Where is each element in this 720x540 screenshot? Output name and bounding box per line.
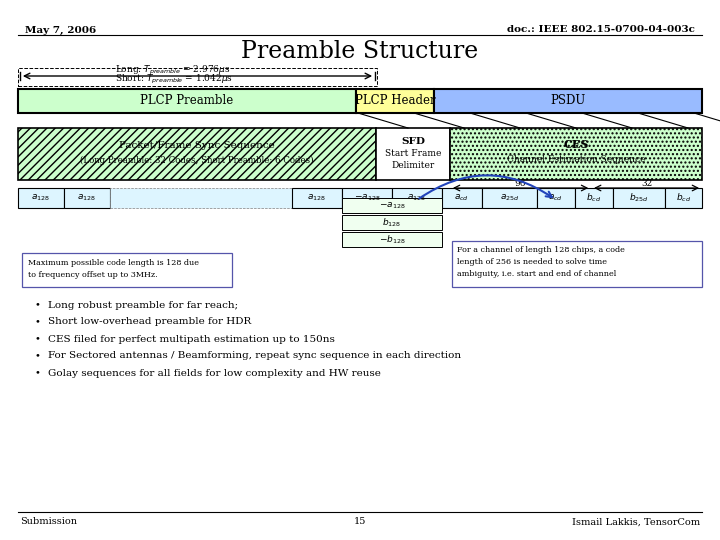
Bar xyxy=(342,198,442,213)
Text: 32: 32 xyxy=(641,179,652,188)
Text: •: • xyxy=(35,318,41,327)
Text: PLCP Preamble: PLCP Preamble xyxy=(140,94,233,107)
Bar xyxy=(575,188,613,208)
Text: Long: $T_{preamble}$ = 2.976$\mu$s: Long: $T_{preamble}$ = 2.976$\mu$s xyxy=(115,63,230,77)
Bar xyxy=(442,188,482,208)
Text: CES filed for perfect multipath estimation up to 150ns: CES filed for perfect multipath estimati… xyxy=(48,334,335,343)
Text: $b_{128}$: $b_{128}$ xyxy=(382,216,402,229)
Bar xyxy=(342,215,442,230)
Bar xyxy=(342,232,442,247)
Text: $a_{cd}$: $a_{cd}$ xyxy=(549,193,564,203)
Text: $a_{128}$: $a_{128}$ xyxy=(32,193,50,203)
Text: length of 256 is needed to solve time: length of 256 is needed to solve time xyxy=(457,258,607,266)
Bar xyxy=(342,188,392,208)
Bar xyxy=(292,188,342,208)
Bar xyxy=(392,188,442,208)
Text: •: • xyxy=(35,352,41,361)
Text: $-a_{128}$: $-a_{128}$ xyxy=(354,193,380,203)
Bar xyxy=(22,253,232,287)
Bar xyxy=(64,188,110,208)
Text: For a channel of length 128 chips, a code: For a channel of length 128 chips, a cod… xyxy=(457,246,625,254)
Text: ambiguity, i.e. start and end of channel: ambiguity, i.e. start and end of channel xyxy=(457,270,616,278)
Text: (Long Preamble: 32 Codes, Short Preamble: 6 Codes): (Long Preamble: 32 Codes, Short Preamble… xyxy=(80,156,314,165)
Text: $b_{cd}$: $b_{cd}$ xyxy=(586,192,602,204)
Text: 15: 15 xyxy=(354,517,366,526)
Text: $b_{cd}$: $b_{cd}$ xyxy=(676,192,691,204)
Text: Channel Estimation Sequence: Channel Estimation Sequence xyxy=(507,156,645,165)
Text: Start Frame: Start Frame xyxy=(384,150,441,159)
Text: For Sectored antennas / Beamforming, repeat sync sequence in each direction: For Sectored antennas / Beamforming, rep… xyxy=(48,352,461,361)
Text: PLCP Header: PLCP Header xyxy=(355,94,436,107)
Text: $a_{25d}$: $a_{25d}$ xyxy=(500,193,519,203)
Bar xyxy=(18,128,376,180)
Text: $-a_{128}$: $-a_{128}$ xyxy=(379,200,405,211)
Text: Ismail Lakkis, TensorCom: Ismail Lakkis, TensorCom xyxy=(572,517,700,526)
Text: Short low-overhead preamble for HDR: Short low-overhead preamble for HDR xyxy=(48,318,251,327)
Bar xyxy=(376,128,450,180)
Text: Delimiter: Delimiter xyxy=(392,160,435,170)
Text: Short: $T_{preamble}$ = 1.042$\mu$s: Short: $T_{preamble}$ = 1.042$\mu$s xyxy=(115,72,233,85)
Text: $b_{25d}$: $b_{25d}$ xyxy=(629,192,649,204)
Bar xyxy=(356,89,434,113)
Bar xyxy=(537,188,575,208)
Text: Packet/Frame Sync Sequence: Packet/Frame Sync Sequence xyxy=(119,140,275,150)
Bar xyxy=(434,89,702,113)
Text: •: • xyxy=(35,368,41,377)
Text: CES: CES xyxy=(563,139,589,151)
Text: Maximum possible code length is 128 due: Maximum possible code length is 128 due xyxy=(28,259,199,267)
Text: Golay sequences for all fields for low complexity and HW reuse: Golay sequences for all fields for low c… xyxy=(48,368,381,377)
Bar xyxy=(18,188,64,208)
Text: •: • xyxy=(35,334,41,343)
Text: $-b_{128}$: $-b_{128}$ xyxy=(379,233,405,246)
Text: to frequency offset up to 3MHz.: to frequency offset up to 3MHz. xyxy=(28,271,158,279)
Bar xyxy=(450,128,702,180)
Bar xyxy=(452,241,702,287)
Text: $a_{128}$: $a_{128}$ xyxy=(408,193,426,203)
Text: 96: 96 xyxy=(515,179,526,188)
FancyArrowPatch shape xyxy=(419,176,552,198)
Bar xyxy=(613,188,665,208)
Bar xyxy=(665,188,702,208)
Text: doc.: IEEE 802.15-0700-04-003c: doc.: IEEE 802.15-0700-04-003c xyxy=(507,25,695,35)
Text: PSDU: PSDU xyxy=(550,94,585,107)
Text: Submission: Submission xyxy=(20,517,77,526)
Text: •: • xyxy=(35,300,41,309)
Bar xyxy=(18,89,356,113)
Bar xyxy=(482,188,537,208)
Bar xyxy=(18,68,377,86)
Text: May 7, 2006: May 7, 2006 xyxy=(25,25,96,35)
Text: SFD: SFD xyxy=(401,138,425,146)
Text: $a_{128}$: $a_{128}$ xyxy=(78,193,96,203)
Bar xyxy=(110,188,292,208)
Text: $a_{cd}$: $a_{cd}$ xyxy=(454,193,469,203)
Text: Preamble Structure: Preamble Structure xyxy=(241,40,479,64)
Text: $a_{128}$: $a_{128}$ xyxy=(307,193,326,203)
Text: Long robust preamble for far reach;: Long robust preamble for far reach; xyxy=(48,300,238,309)
